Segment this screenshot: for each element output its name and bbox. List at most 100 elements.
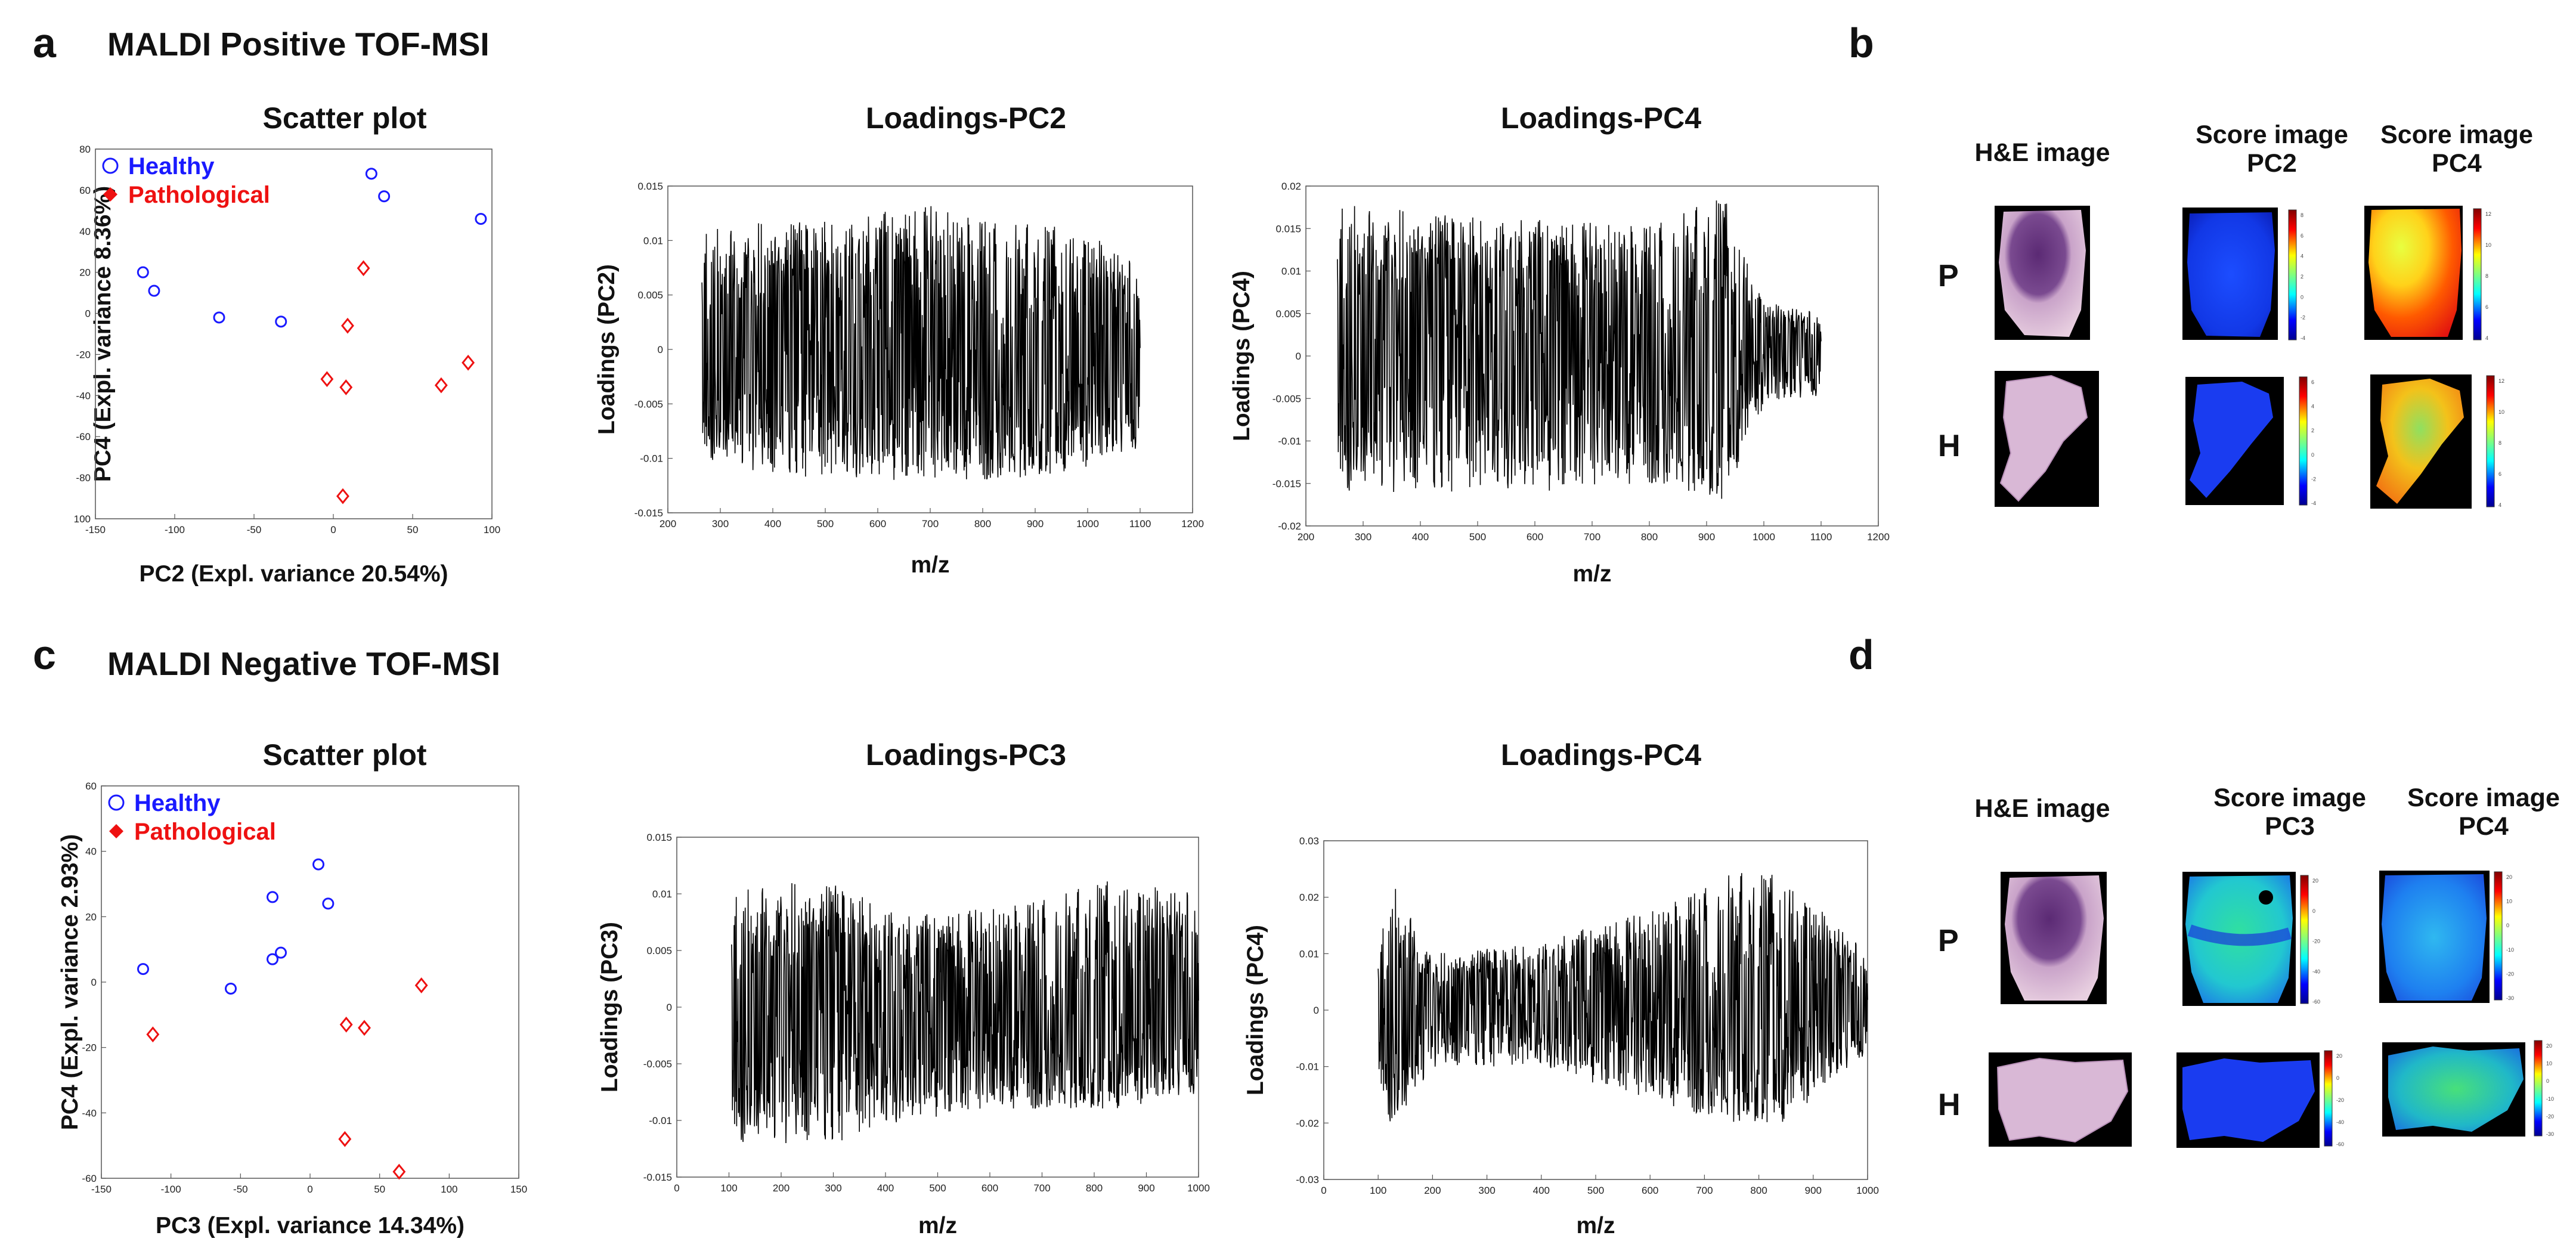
x-tick-label: -100 <box>165 524 185 535</box>
data-point-pathological <box>339 379 353 395</box>
legend-healthy-label: Healthy <box>128 153 215 179</box>
x-tick-label: 800 <box>1750 1185 1767 1196</box>
y-tick-label: -0.01 <box>1296 1061 1319 1073</box>
data-point-pathological <box>339 1016 353 1033</box>
colorbar-tick-label: 6 <box>2301 233 2303 239</box>
x-tick-label: 0 <box>674 1182 679 1194</box>
panel-label-b: b <box>1849 20 1874 66</box>
header-pc4-b-line1: Score image <box>2380 120 2533 149</box>
colorbar-tick-label: 20 <box>2506 874 2512 880</box>
x-tick-label: 50 <box>407 524 419 535</box>
colorbar-tick-label: 0 <box>2311 452 2314 458</box>
y-tick-label: -0.005 <box>643 1058 672 1070</box>
colorbar-tick-label: -60 <box>2312 999 2320 1005</box>
data-point-healthy <box>225 982 237 995</box>
x-tick-label: 700 <box>1696 1185 1713 1196</box>
y-tick-label: -60 <box>82 1173 97 1184</box>
chart-title: Loadings-PC4 <box>1501 101 1701 135</box>
x-tick-label: 500 <box>1587 1185 1604 1196</box>
y-tick-label: 100 <box>74 513 91 525</box>
colorbar-tick-label: -40 <box>2336 1119 2344 1125</box>
data-point-pathological <box>358 1020 371 1036</box>
data-point-pathological <box>338 1131 352 1147</box>
x-axis-label: m/z <box>1572 561 1611 587</box>
colorbar-tick-label: 4 <box>2311 404 2314 410</box>
y-axis-label: Loadings (PC4) <box>1229 271 1255 441</box>
panel-label-a: a <box>33 20 57 66</box>
score-pc3-hole-p-d <box>2259 890 2273 905</box>
x-tick-label: 800 <box>1641 531 1658 543</box>
x-tick-label: 150 <box>510 1184 527 1195</box>
y-tick-label: -0.01 <box>1278 436 1301 447</box>
x-tick-label: 300 <box>1478 1185 1495 1196</box>
score-pc4-tissue-p-b <box>2368 209 2462 337</box>
x-tick-label: 900 <box>1027 518 1044 530</box>
scatter-plot-positive: Scatter plot PC2 (Expl. variance 20.54%) P… <box>74 101 501 587</box>
data-point-healthy <box>275 315 287 328</box>
section-title-negative: MALDI Negative TOF-MSI <box>107 645 500 682</box>
y-tick-label: -0.005 <box>634 398 663 410</box>
colorbar-tick-label: -30 <box>2546 1131 2554 1137</box>
x-tick-label: 200 <box>660 518 676 530</box>
data-point-healthy <box>378 190 391 203</box>
colorbar-tick-label: 4 <box>2498 502 2501 508</box>
x-tick-label: 100 <box>720 1182 737 1194</box>
y-tick-label: -20 <box>76 349 91 360</box>
colorbar-tick-label: -40 <box>2312 968 2320 974</box>
colorbar-pc4-p-d <box>2494 871 2503 1001</box>
colorbar-tick-label: 2 <box>2311 428 2314 434</box>
colorbar-tick-label: 2 <box>2301 274 2303 280</box>
data-point-pathological <box>146 1026 160 1043</box>
row-label-p-d: P <box>1938 924 1959 958</box>
data-point-healthy <box>322 897 335 910</box>
colorbar-tick-label: 20 <box>2546 1043 2552 1049</box>
x-tick-label: 50 <box>374 1184 385 1195</box>
loadings-pc4-negative: Loadings-PC4 m/z Loadings (PC4) 0 100 200 300 4… <box>1243 738 1879 1238</box>
panel-label-d: d <box>1849 631 1874 678</box>
colorbar-tick-labels: 86420-2-412108646420-2-41210864200-20-40… <box>2301 211 2554 1147</box>
y-tick-label: 0 <box>85 308 91 320</box>
data-point-healthy <box>148 284 160 297</box>
y-axis-label: Loadings (PC4) <box>1243 925 1268 1095</box>
y-tick-label: -40 <box>76 390 91 401</box>
y-tick-label: 40 <box>79 226 91 237</box>
x-tick-label: 900 <box>1805 1185 1822 1196</box>
x-tick-label: -50 <box>247 524 262 535</box>
colorbar-tick-label: -4 <box>2311 500 2316 506</box>
y-tick-label: 0.01 <box>1281 266 1301 277</box>
data-point-pathological <box>341 317 354 334</box>
x-tick-label: 800 <box>974 518 991 530</box>
chart-title: Scatter plot <box>262 101 426 135</box>
colorbar-tick-label: 0 <box>2312 908 2315 914</box>
score-pc3-band-p-d <box>2187 924 2292 946</box>
x-tick-label: 700 <box>922 518 939 530</box>
colorbar-pc4-h-d <box>2534 1040 2543 1137</box>
data-point-pathological <box>434 377 448 394</box>
y-tick-label: -0.02 <box>1296 1117 1319 1129</box>
x-axis-label: PC3 (Expl. variance 14.34%) <box>156 1213 465 1238</box>
x-tick-label: -150 <box>85 524 106 535</box>
x-tick-label: 500 <box>1469 531 1486 543</box>
y-tick-label: 20 <box>79 267 91 278</box>
y-tick-label: -0.01 <box>640 453 663 465</box>
he-tissue-h-b <box>1999 374 2088 502</box>
colorbar-tick-label: -2 <box>2301 315 2305 321</box>
y-axis-label: Loadings (PC3) <box>597 922 623 1092</box>
loadings-pc3-negative: Loadings-PC3 m/z Loadings (PC3) 0 100 200 300 4… <box>597 738 1210 1238</box>
colorbar-tick-label: -2 <box>2311 476 2316 482</box>
colorbar-tick-label: -10 <box>2546 1096 2554 1102</box>
data-point-healthy <box>267 953 278 965</box>
colorbar-tick-label: -20 <box>2312 939 2320 945</box>
loadings-spectrum-line <box>1377 873 1868 1122</box>
legend-healthy-label: Healthy <box>134 790 221 816</box>
x-tick-label: 1200 <box>1867 531 1890 543</box>
colorbar-tick-label: 0 <box>2301 294 2303 300</box>
row-label-p-b: P <box>1938 259 1959 293</box>
colorbar-tick-label: -20 <box>2506 971 2514 977</box>
y-tick-label: 0 <box>1314 1005 1319 1016</box>
y-tick-label: -0.015 <box>634 507 663 519</box>
y-tick-label: 0.015 <box>637 181 663 192</box>
colorbar-pc3-p-d <box>2300 875 2309 1004</box>
row-label-h-d: H <box>1938 1088 1961 1122</box>
x-tick-label: 400 <box>1412 531 1429 543</box>
